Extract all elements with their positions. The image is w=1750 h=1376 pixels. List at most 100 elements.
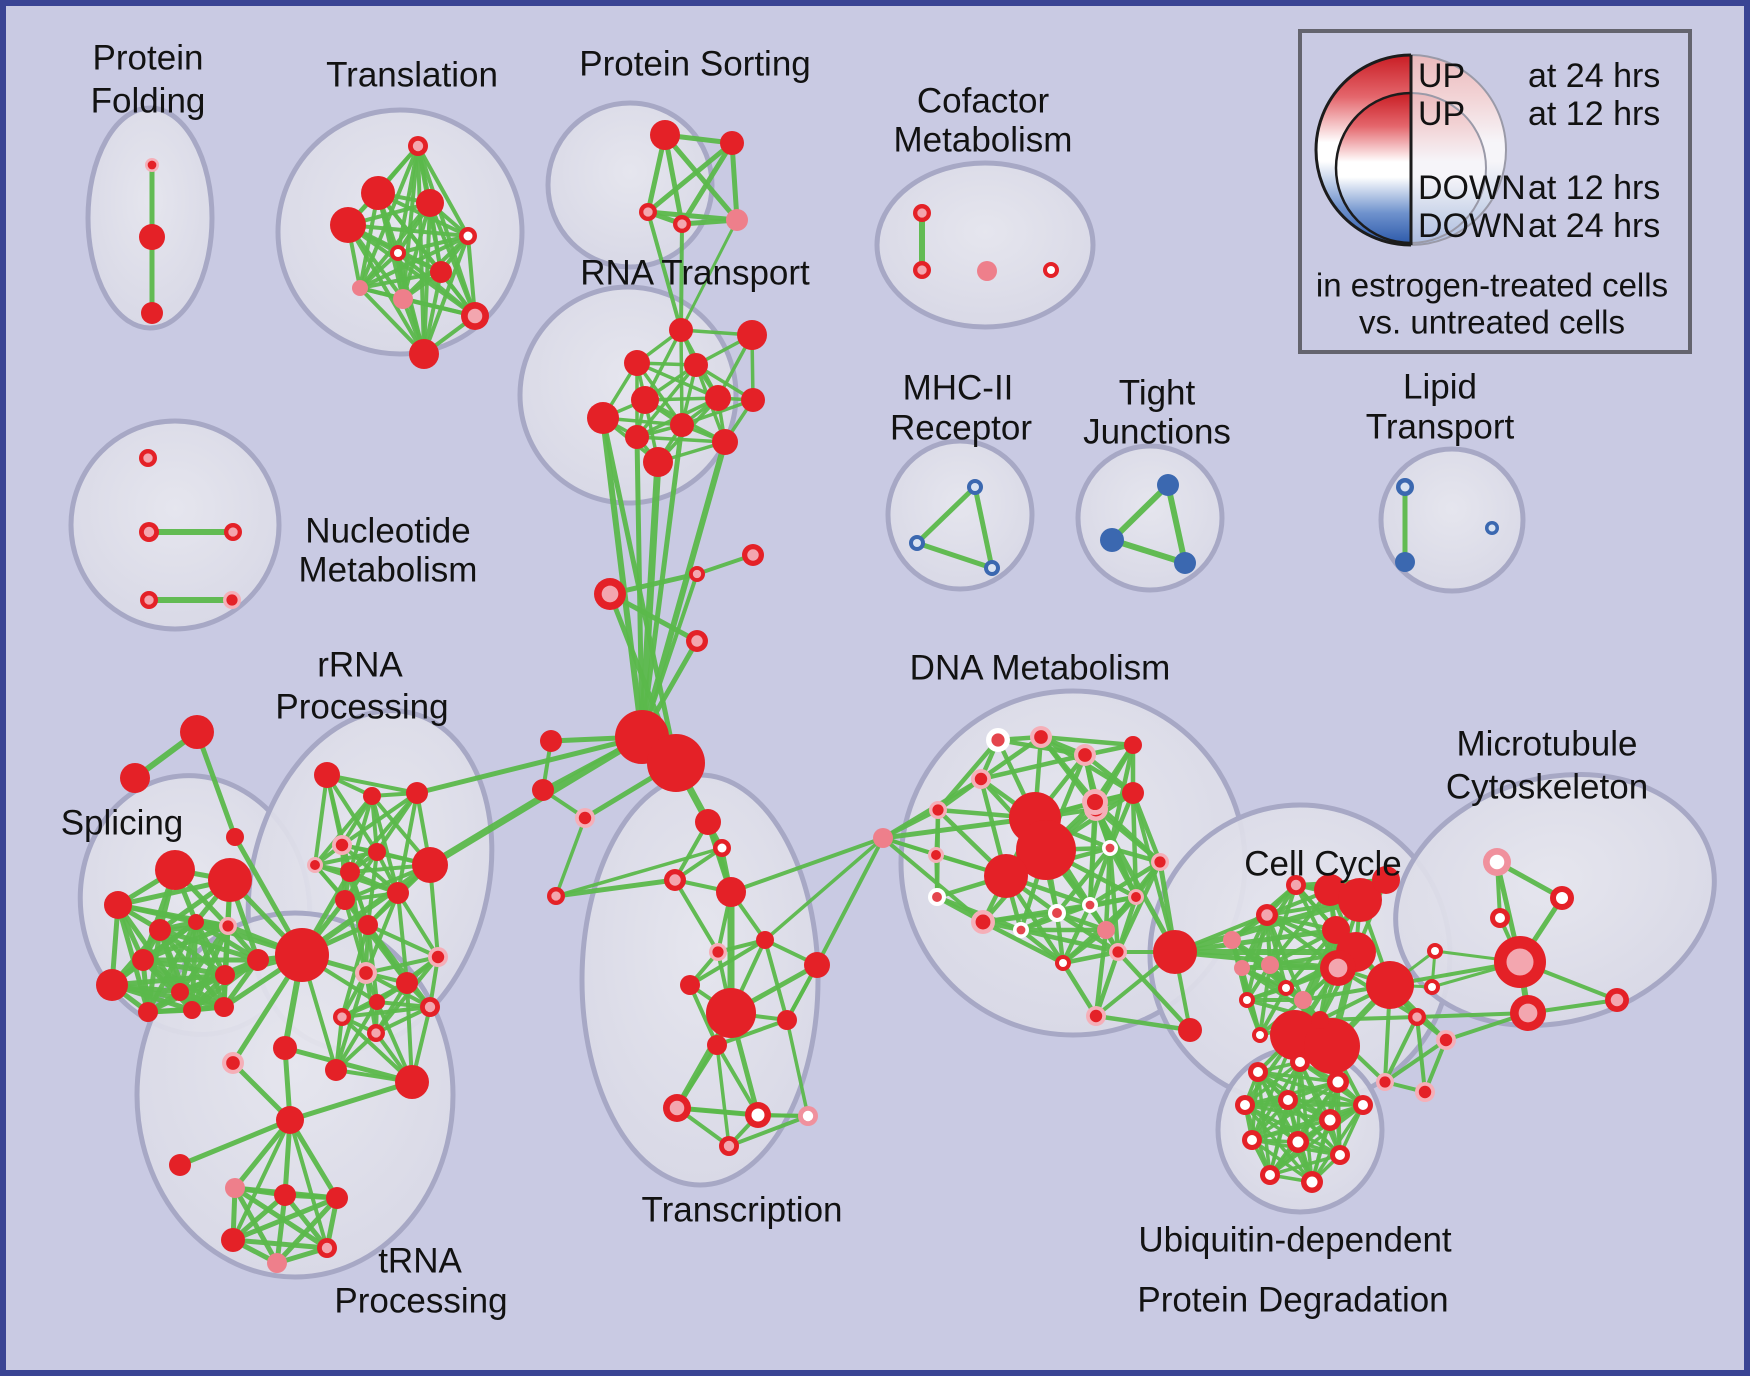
network-node xyxy=(1338,878,1382,922)
node-core xyxy=(1610,993,1624,1007)
node-dot xyxy=(669,318,693,342)
network-node xyxy=(745,1102,771,1128)
node-core xyxy=(551,891,561,901)
network-edge xyxy=(600,415,645,740)
network-node xyxy=(1301,1171,1323,1193)
node-core xyxy=(1078,748,1092,762)
node-core xyxy=(228,527,238,537)
network-node xyxy=(928,847,944,863)
network-edge xyxy=(763,836,885,942)
network-node xyxy=(1043,262,1059,278)
network-node xyxy=(1483,848,1511,876)
cluster-label: DNA Metabolism xyxy=(910,648,1171,687)
network-node xyxy=(369,994,385,1010)
node-dot xyxy=(984,854,1028,898)
network-node xyxy=(971,910,995,934)
node-dot xyxy=(215,965,235,985)
network-edge xyxy=(1172,897,1363,955)
network-edge xyxy=(680,398,755,427)
node-core xyxy=(394,249,402,257)
node-dot xyxy=(720,131,744,155)
network-edge xyxy=(1018,927,1066,966)
node-core xyxy=(143,526,155,538)
network-node xyxy=(686,630,708,652)
network-node xyxy=(984,854,1028,898)
cluster-labels: Protein Folding Translation Protein Sorting… xyxy=(61,38,1648,1320)
network-node xyxy=(420,997,440,1017)
network-edge xyxy=(288,1118,329,1250)
network-node xyxy=(1320,950,1356,986)
node-dot xyxy=(330,207,366,243)
node-core xyxy=(1085,900,1095,910)
network-node xyxy=(169,1154,191,1176)
network-node xyxy=(713,839,731,857)
network-edge xyxy=(194,729,238,840)
network-node xyxy=(141,302,163,324)
network-edge xyxy=(287,1079,415,1123)
node-dot xyxy=(625,425,649,449)
network-node xyxy=(913,261,931,279)
network-node xyxy=(430,261,452,283)
network-edge xyxy=(396,891,440,959)
node-dot xyxy=(737,320,767,350)
node-dot xyxy=(406,782,428,804)
network-edge xyxy=(426,733,646,869)
cluster-label: Transcription xyxy=(642,1190,843,1229)
network-edge xyxy=(914,540,995,571)
network-node xyxy=(670,413,694,437)
network-node xyxy=(742,544,764,566)
network-edge xyxy=(140,957,227,1010)
network-edge xyxy=(1250,1103,1365,1142)
network-node xyxy=(1395,552,1415,572)
cluster-label: Lipid xyxy=(1403,367,1477,406)
network-node xyxy=(1086,1006,1106,1026)
network-edge xyxy=(313,850,379,867)
network-node xyxy=(1128,889,1144,905)
network-node xyxy=(1016,820,1076,880)
node-core xyxy=(1112,946,1124,958)
node-dot xyxy=(777,1010,797,1030)
node-dot xyxy=(1153,930,1197,974)
network-node xyxy=(986,728,1010,752)
network-edge xyxy=(274,1192,288,1266)
network-node xyxy=(1415,1082,1435,1102)
node-dot xyxy=(363,787,381,805)
network-edge xyxy=(554,846,724,898)
node-dot xyxy=(358,915,378,935)
network-node xyxy=(428,947,448,967)
network-node xyxy=(1013,922,1029,938)
node-dot xyxy=(335,890,355,910)
legend-box xyxy=(1298,29,1692,354)
node-core xyxy=(1034,730,1048,744)
network-edge xyxy=(282,1192,330,1251)
node-dot xyxy=(1311,1011,1329,1029)
node-core xyxy=(751,1108,765,1122)
network-edge xyxy=(978,734,1044,782)
network-nodes xyxy=(96,120,1629,1273)
network-node xyxy=(1248,1062,1268,1082)
node-core xyxy=(424,1001,436,1013)
node-core xyxy=(991,733,1005,747)
legend-time-label: at 12 hrs xyxy=(1528,95,1660,133)
node-dot xyxy=(650,120,680,150)
network-node xyxy=(1490,908,1510,928)
cluster-label: Metabolism xyxy=(894,120,1073,159)
network-node xyxy=(409,339,439,369)
network-node xyxy=(1074,744,1096,766)
cluster-label: Microtubule xyxy=(1457,724,1638,763)
network-edge xyxy=(313,794,374,867)
network-edge xyxy=(729,836,885,894)
node-dot xyxy=(155,850,195,890)
network-node xyxy=(183,1001,201,1019)
network-edge xyxy=(679,328,684,427)
network-node xyxy=(358,915,378,935)
network-node xyxy=(395,1065,429,1099)
network-edge xyxy=(662,132,685,227)
node-core xyxy=(712,946,724,958)
network-node xyxy=(1396,478,1414,496)
network-node xyxy=(706,988,756,1038)
node-dot xyxy=(1234,960,1250,976)
network-node xyxy=(1287,1131,1309,1153)
network-edge xyxy=(1268,1098,1290,1177)
node-dot xyxy=(1122,782,1144,804)
